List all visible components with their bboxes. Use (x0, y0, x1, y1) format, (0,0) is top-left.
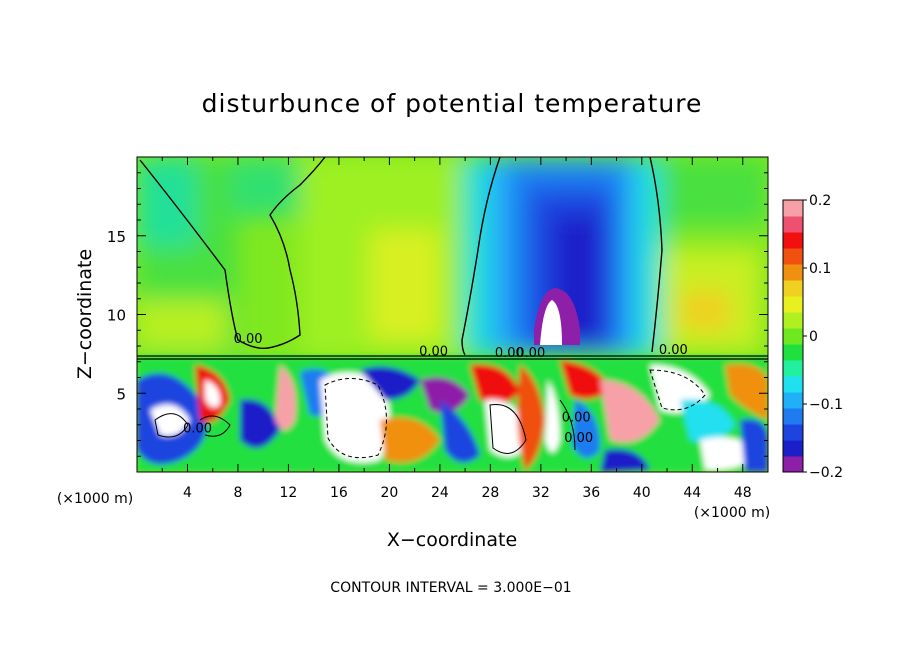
colorbar: 0.2 0.1 0 −0.1 −0.2 (782, 193, 843, 481)
contour-label: 0.00 (183, 422, 212, 437)
lower-contours (154, 369, 706, 459)
contour-label: 0.00 (419, 344, 448, 359)
x-axis-label: X−coordinate (387, 529, 517, 551)
colorbar-swatch (783, 264, 803, 281)
x-unit-right: (×1000 m) (694, 505, 770, 521)
y-axis: 5 10 15 Z−coordinate (74, 172, 768, 457)
colorbar-swatch (783, 248, 803, 265)
colorbar-tick-label: −0.1 (809, 397, 843, 413)
contour-label: 0.00 (495, 346, 524, 361)
colorbar-swatch (783, 216, 803, 233)
contour-interval-note: CONTOUR INTERVAL = 3.000E−01 (330, 580, 571, 596)
contour-label: 0.00 (516, 346, 545, 361)
x-tick-label: 36 (582, 485, 600, 501)
colorbar-swatch (783, 280, 803, 297)
colorbar-tick-label: −0.2 (809, 465, 843, 481)
y-axis-label: Z−coordinate (74, 249, 96, 379)
colorbar-tick-label: 0.2 (809, 193, 831, 209)
x-axis: 4 8 12 16 20 24 28 32 36 40 44 48 X−coordinate (×10… (57, 157, 770, 551)
x-tick-label: 28 (481, 485, 499, 501)
x-tick-label: 8 (233, 485, 242, 501)
x-tick-label: 44 (683, 485, 701, 501)
zero-contour-right (649, 157, 663, 353)
colorbar-swatch (783, 456, 803, 473)
x-tick-label: 4 (183, 485, 192, 501)
x-tick-label: 20 (380, 485, 398, 501)
zero-contour-center (461, 157, 501, 356)
colorbar-tick-label: 0 (809, 329, 818, 345)
contour-label: 0.00 (564, 431, 593, 446)
colorbar-swatch (783, 312, 803, 329)
lower-field (137, 357, 768, 472)
interface-layer (137, 355, 768, 360)
colorbar-swatch (783, 440, 803, 457)
colorbar-swatch (783, 376, 803, 393)
zero-contour-left (139, 157, 326, 350)
y-tick-label: 15 (107, 228, 126, 246)
contour-label: 0.00 (234, 332, 263, 347)
x-tick-label: 16 (330, 485, 348, 501)
x-tick-label: 32 (532, 485, 550, 501)
chart-title: disturbunce of potential temperature (202, 89, 703, 118)
x-tick-label: 40 (633, 485, 651, 501)
colorbar-swatch (783, 360, 803, 377)
contour-label: 0.00 (562, 411, 591, 426)
colorbar-swatch (783, 296, 803, 313)
x-tick-label: 24 (431, 485, 449, 501)
contour-labels: 0.000.00 0.000.00 0.000.000.000.00 (183, 332, 688, 446)
x-tick-label: 12 (280, 485, 298, 501)
upper-field (137, 157, 768, 357)
colorbar-tick-label: 0.1 (809, 261, 831, 277)
plot-area (137, 157, 768, 472)
x-unit-left: (×1000 m) (57, 491, 133, 507)
colorbar-swatch (783, 392, 803, 409)
x-tick-label: 48 (734, 485, 752, 501)
colorbar-swatch (783, 232, 803, 249)
colorbar-swatch (783, 344, 803, 361)
colorbar-swatch (783, 408, 803, 425)
colorbar-swatch (783, 200, 803, 217)
y-tick-label: 5 (116, 385, 126, 403)
upper-detail (139, 157, 663, 356)
contour-label: 0.00 (659, 343, 688, 358)
y-tick-label: 10 (107, 307, 126, 325)
colorbar-swatch (783, 424, 803, 441)
colorbar-swatch (783, 328, 803, 345)
